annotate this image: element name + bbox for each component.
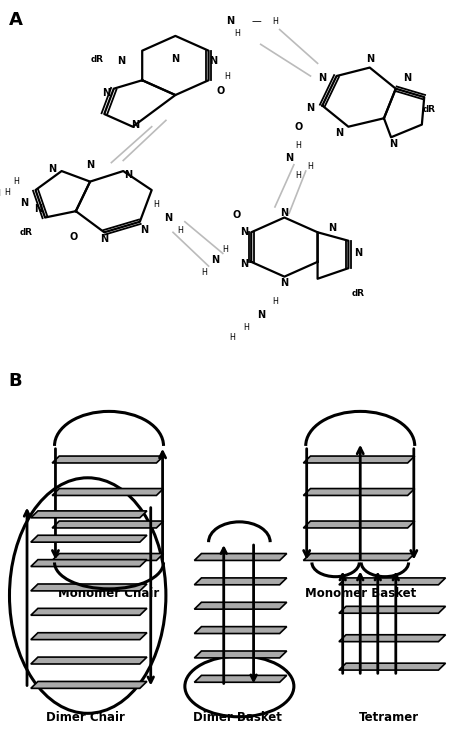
Text: Dimer Chair: Dimer Chair (46, 711, 125, 724)
Text: N: N (48, 164, 56, 174)
Text: O: O (216, 86, 225, 96)
Text: dR: dR (91, 55, 104, 64)
Polygon shape (303, 488, 415, 496)
Text: Tetramer: Tetramer (359, 711, 419, 724)
Text: H: H (201, 268, 207, 277)
Text: N: N (131, 120, 139, 129)
Text: N: N (328, 223, 336, 233)
Text: Dimer Basket: Dimer Basket (192, 711, 282, 724)
Polygon shape (194, 626, 287, 634)
Polygon shape (194, 553, 287, 561)
Text: N: N (280, 208, 289, 219)
Text: H: H (225, 72, 230, 80)
Polygon shape (31, 657, 147, 664)
Polygon shape (339, 578, 446, 585)
Polygon shape (31, 681, 147, 689)
Polygon shape (31, 608, 147, 616)
Text: N: N (19, 197, 28, 208)
Text: Monomer Basket: Monomer Basket (305, 587, 416, 600)
Polygon shape (31, 560, 147, 567)
Text: N: N (140, 225, 149, 235)
Text: H: H (154, 200, 159, 209)
Polygon shape (194, 578, 287, 585)
Text: —: — (251, 16, 261, 26)
Polygon shape (31, 633, 147, 640)
Text: N: N (100, 234, 109, 243)
Text: O: O (294, 121, 303, 132)
Text: H: H (272, 298, 278, 306)
Text: H: H (296, 141, 301, 150)
Polygon shape (194, 651, 287, 658)
Text: N: N (102, 88, 111, 98)
Polygon shape (303, 553, 415, 561)
Text: N: N (256, 310, 265, 319)
Polygon shape (194, 675, 287, 682)
Text: H: H (296, 171, 301, 180)
Text: Monomer Chair: Monomer Chair (58, 587, 160, 600)
Text: H: H (14, 177, 19, 186)
Polygon shape (52, 553, 164, 561)
Polygon shape (31, 584, 147, 591)
Text: N: N (240, 227, 248, 238)
Text: N: N (285, 154, 293, 164)
Text: N: N (171, 54, 180, 64)
Polygon shape (31, 511, 147, 518)
Text: H: H (177, 226, 183, 235)
Polygon shape (31, 535, 147, 542)
Text: N: N (403, 73, 412, 83)
Text: N: N (389, 139, 398, 148)
Text: N: N (354, 249, 362, 259)
Text: N: N (86, 159, 94, 170)
Text: N: N (226, 16, 234, 26)
Text: O: O (233, 211, 241, 221)
Text: N: N (117, 56, 125, 67)
Polygon shape (339, 663, 446, 670)
Text: N: N (124, 170, 132, 181)
Text: dR: dR (19, 228, 33, 237)
Text: N: N (280, 278, 289, 288)
Polygon shape (52, 488, 164, 496)
Polygon shape (194, 602, 287, 609)
Polygon shape (52, 521, 164, 528)
Text: N: N (209, 56, 218, 67)
Text: H: H (272, 17, 278, 26)
Text: O: O (69, 232, 78, 241)
Text: dR: dR (422, 105, 436, 114)
Text: H: H (308, 162, 313, 171)
Text: N: N (164, 213, 173, 222)
Polygon shape (339, 606, 446, 613)
Text: H: H (4, 188, 10, 197)
Text: H: H (244, 323, 249, 332)
Text: B: B (9, 371, 22, 390)
Polygon shape (303, 456, 415, 463)
Text: N: N (34, 204, 42, 214)
Text: N: N (211, 254, 220, 265)
Text: H: H (234, 29, 240, 38)
Text: H: H (222, 245, 228, 254)
Text: A: A (9, 10, 22, 29)
Text: dR: dR (351, 289, 365, 298)
Text: N: N (335, 128, 343, 138)
Polygon shape (339, 635, 446, 642)
Polygon shape (303, 521, 415, 528)
Text: N: N (318, 73, 327, 83)
Polygon shape (52, 456, 164, 463)
Text: H: H (229, 333, 235, 342)
Text: N: N (306, 102, 315, 113)
Text: N: N (240, 259, 248, 269)
Text: N: N (365, 54, 374, 64)
